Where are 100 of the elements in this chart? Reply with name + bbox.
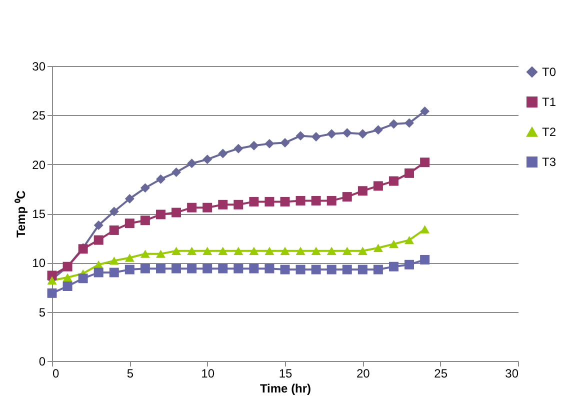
y-tick-label: 5 xyxy=(38,305,46,320)
point xyxy=(311,246,321,255)
y-tick-label: 20 xyxy=(32,158,46,172)
point xyxy=(140,216,150,226)
point xyxy=(373,244,383,252)
point xyxy=(264,196,274,206)
point xyxy=(358,129,368,139)
y-tick-label: 15 xyxy=(32,207,46,221)
point xyxy=(326,196,336,206)
point xyxy=(373,181,383,191)
point xyxy=(249,264,259,274)
point xyxy=(249,246,259,255)
point xyxy=(342,128,352,138)
point xyxy=(187,246,197,255)
point xyxy=(296,246,306,255)
point xyxy=(404,168,414,178)
point xyxy=(94,235,104,245)
point xyxy=(124,264,134,274)
y-tick-label: 30 xyxy=(32,60,46,74)
x-tick-label: 15 xyxy=(278,366,292,380)
point xyxy=(218,264,228,274)
point xyxy=(373,125,383,135)
point xyxy=(420,106,430,116)
y-tick-label: 10 xyxy=(32,256,46,270)
point xyxy=(172,264,182,274)
point xyxy=(264,246,274,255)
point xyxy=(109,268,119,278)
point xyxy=(172,246,182,255)
y-axis-title: Temp ⁰C xyxy=(14,190,28,238)
x-tick-label: 10 xyxy=(201,366,215,380)
point xyxy=(62,273,72,282)
point xyxy=(109,225,119,235)
point xyxy=(156,250,166,258)
point xyxy=(202,154,212,164)
point xyxy=(358,264,368,274)
point xyxy=(202,246,212,255)
point xyxy=(388,262,398,272)
x-axis-title: Time (hr) xyxy=(260,382,312,396)
point xyxy=(156,264,166,274)
point xyxy=(156,174,166,184)
point xyxy=(202,202,212,212)
legend-label: T3 xyxy=(542,155,556,169)
point xyxy=(234,246,244,255)
point xyxy=(311,132,321,142)
point xyxy=(94,220,104,230)
point xyxy=(218,200,228,210)
point xyxy=(326,264,336,274)
point xyxy=(280,196,290,206)
point xyxy=(187,202,197,212)
point xyxy=(420,254,430,264)
point xyxy=(234,200,244,210)
point xyxy=(311,264,321,274)
legend-label: T1 xyxy=(542,95,556,109)
point xyxy=(264,264,274,274)
point xyxy=(78,274,88,284)
point xyxy=(62,282,72,292)
point xyxy=(404,260,414,270)
legend-label: T0 xyxy=(542,65,556,79)
point xyxy=(47,288,57,298)
x-tick-label: 0 xyxy=(52,366,60,380)
point xyxy=(280,264,290,274)
point xyxy=(249,196,259,206)
point xyxy=(296,264,306,274)
point xyxy=(124,218,134,228)
point xyxy=(109,256,119,265)
point xyxy=(187,264,197,274)
point xyxy=(218,246,228,255)
point xyxy=(140,264,150,274)
point xyxy=(249,140,259,150)
point xyxy=(218,148,228,158)
point xyxy=(420,158,430,168)
point xyxy=(342,192,352,202)
point xyxy=(264,138,274,148)
point xyxy=(404,236,414,244)
point xyxy=(404,118,414,128)
point xyxy=(234,144,244,154)
point xyxy=(109,206,119,216)
y-tick-label: 0 xyxy=(38,354,46,368)
point xyxy=(296,196,306,206)
x-tick-label: 25 xyxy=(434,366,448,380)
point xyxy=(140,183,150,193)
legend-label: T2 xyxy=(542,125,556,139)
point xyxy=(296,131,306,141)
point xyxy=(280,246,290,255)
point xyxy=(156,210,166,220)
x-tick-label: 20 xyxy=(356,366,370,380)
point xyxy=(280,138,290,148)
point xyxy=(172,167,182,177)
point xyxy=(342,264,352,274)
y-tick-label: 25 xyxy=(32,108,46,123)
point xyxy=(358,246,368,255)
point xyxy=(311,196,321,206)
x-tick-label: 30 xyxy=(505,366,519,380)
point xyxy=(358,186,368,196)
point xyxy=(420,225,430,234)
point xyxy=(326,129,336,139)
point xyxy=(326,246,336,255)
x-tick-label: 5 xyxy=(126,366,134,380)
point xyxy=(342,246,352,255)
point xyxy=(202,264,212,274)
